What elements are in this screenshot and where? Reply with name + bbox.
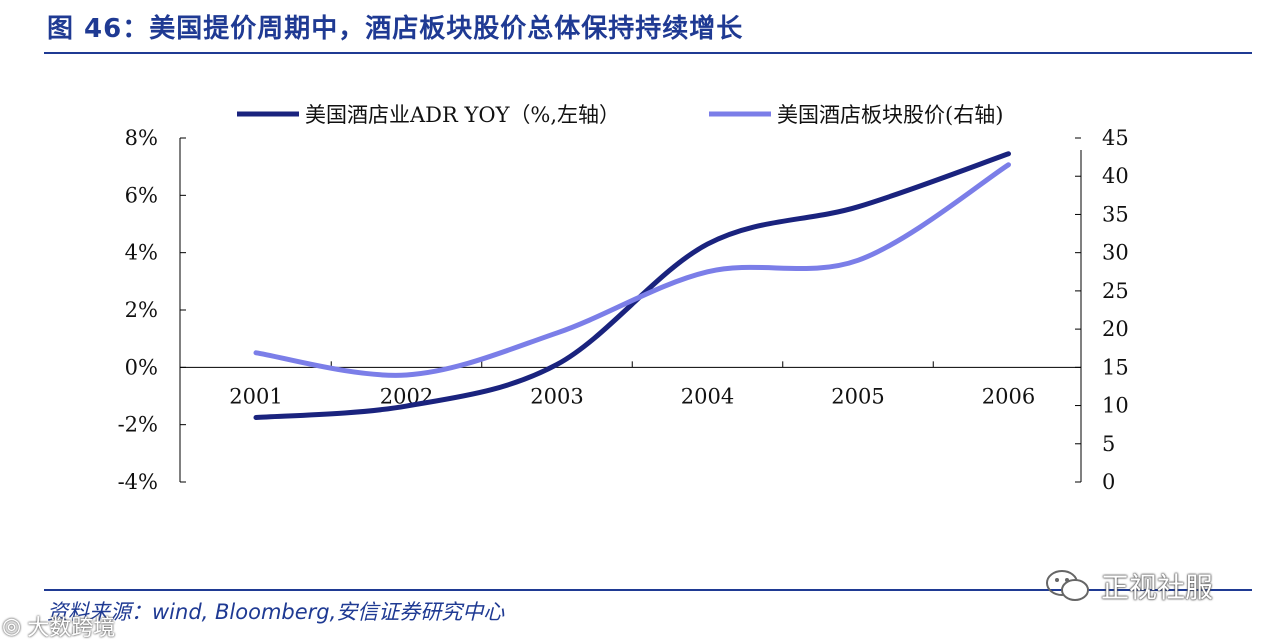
right-tick-label: 0 — [1102, 470, 1115, 494]
category-label: 2006 — [982, 384, 1035, 408]
left-tick-label: 8% — [125, 126, 158, 150]
series-line-adr-yoy — [253, 151, 1011, 420]
legend-label-adr-yoy: 美国酒店业ADR YOY（%,左轴） — [305, 103, 620, 127]
right-tick-label: 20 — [1102, 317, 1129, 341]
figure-title: 图 46：美国提价周期中，酒店板块股价总体保持持续增长 — [47, 14, 744, 44]
chart-legend: 美国酒店业ADR YOY（%,左轴） 美国酒店板块股价(右轴) — [237, 103, 1003, 127]
watermark-mark-icon: ◎ — [2, 613, 22, 639]
category-label: 2005 — [831, 384, 884, 408]
source-label: 资料来源： — [47, 600, 152, 624]
watermark-badge: 正视社服 — [1045, 566, 1213, 606]
left-tick-label: 6% — [125, 183, 158, 207]
right-tick-label: 40 — [1102, 164, 1129, 188]
source-value: wind, Bloomberg,安信证券研究中心 — [152, 600, 505, 624]
right-tick-label: 35 — [1102, 202, 1129, 226]
right-tick-label: 30 — [1102, 241, 1129, 265]
category-label: 2003 — [530, 384, 583, 408]
right-tick-label: 5 — [1102, 432, 1115, 456]
category-label: 2004 — [681, 384, 734, 408]
chart-series — [253, 151, 1011, 420]
chart-axes: 8% 6% 4% 2% 0% -2% -4% 45 40 35 30 25 20 15 10 5 0 2001 20… — [118, 126, 1129, 494]
right-tick-label: 45 — [1102, 126, 1129, 150]
left-tick-label: 2% — [125, 298, 158, 322]
legend-label-hotel-price: 美国酒店板块股价(右轴) — [777, 103, 1003, 127]
left-tick-label: -2% — [118, 413, 158, 437]
left-tick-label: 0% — [125, 355, 158, 379]
wechat-icon — [1046, 570, 1089, 601]
right-tick-label: 15 — [1102, 355, 1129, 379]
right-tick-label: 25 — [1102, 279, 1129, 303]
source-rule — [44, 589, 1252, 591]
watermark-text-2: 大数跨境 — [27, 616, 116, 641]
watermark-text: 正视社服 — [1101, 571, 1214, 604]
watermark-badge-2: ◎ 大数跨境 — [2, 610, 115, 642]
category-label: 2001 — [229, 384, 282, 408]
series-line-hotel-price — [253, 162, 1011, 378]
left-tick-label: 4% — [125, 241, 158, 265]
right-tick-label: 10 — [1102, 394, 1129, 418]
title-rule — [44, 52, 1252, 54]
source-note: 资料来源：wind, Bloomberg,安信证券研究中心 — [47, 596, 504, 626]
left-tick-label: -4% — [118, 470, 158, 494]
